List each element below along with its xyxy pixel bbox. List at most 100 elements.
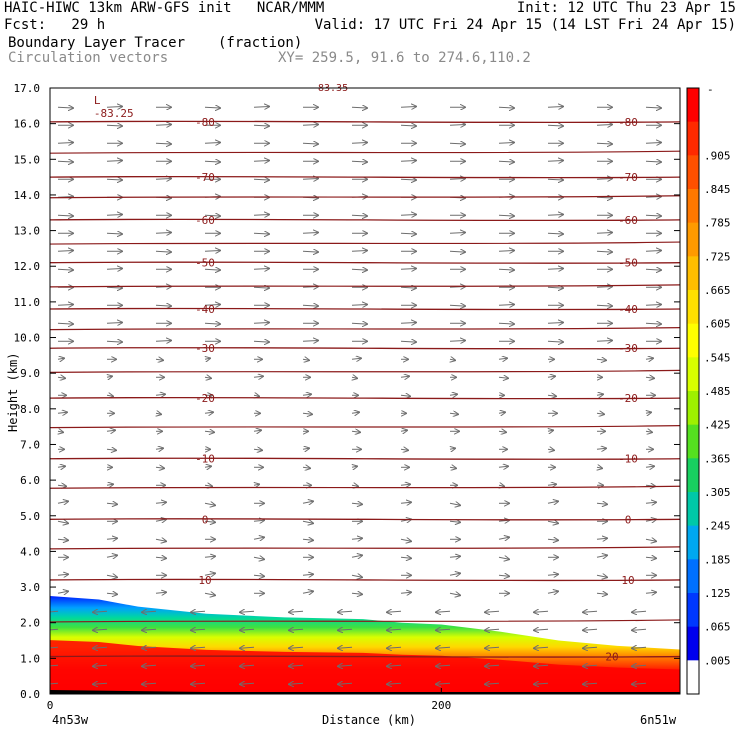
circulation-vector [240,665,255,666]
xy-endpoints: XY= 259.5, 91.6 to 274.6,110.2 [278,50,531,66]
colorbar-swatch [687,88,699,123]
circulation-vector [547,449,554,450]
circulation-vector [57,269,73,270]
circulation-vector [450,448,455,449]
circulation-vector [534,665,549,666]
circulation-vector [351,304,367,305]
circulation-vector [57,250,73,251]
init-time: Init: 12 UTC Thu 23 Apr 15 [516,0,736,16]
circulation-vector [632,611,647,612]
x-tick-label: 0 [47,699,54,712]
circulation-vector [547,341,563,342]
circulation-vector [302,394,311,395]
contour-label: -20 [195,392,215,405]
circulation-vector [50,682,59,685]
circulation-vector [142,683,157,684]
circulation-vector [205,358,210,359]
circulation-vector [106,341,122,342]
circulation-vector [547,160,563,161]
circulation-vector [583,611,598,612]
circulation-vector [191,683,206,684]
colorbar-swatch [687,525,699,560]
circulation-vector [253,575,264,576]
circulation-vector [50,610,59,613]
low-value: -83.25 [94,107,134,120]
circulation-vector [142,647,157,648]
circulation-vector [155,143,171,144]
circulation-vector [351,412,359,413]
colorbar-label: .425 [704,419,731,432]
colorbar-label: .185 [704,553,731,566]
x-axis-title: Distance (km) [322,713,416,727]
circulation-vector [485,611,500,612]
circulation-vector [645,107,661,108]
circulation-vector [449,124,465,125]
circulation-vector [547,268,563,269]
circulation-vector [387,683,402,684]
circulation-vector [596,178,612,179]
circulation-vector [289,611,304,612]
circulation-vector [547,539,558,540]
circulation-vector [583,683,598,684]
circulation-vector [449,178,465,179]
colorbar-swatch [687,492,699,527]
colorbar-label: .905 [704,149,731,162]
circulation-vector [106,538,117,539]
colorbar-label: .065 [704,621,731,634]
circulation-vector [57,142,73,143]
colorbar-swatch [687,458,699,493]
circulation-vector [155,178,171,179]
circulation-vector [253,557,264,559]
circulation-vector [155,592,166,593]
circulation-vector [204,269,220,270]
circulation-vector [387,647,402,648]
circulation-vector [645,250,661,251]
circulation-vector [254,395,259,396]
y-tick-label: 8.0 [20,403,40,416]
circulation-vector [106,179,122,180]
circulation-vector [449,143,465,144]
circulation-vector [645,161,661,162]
field-name: Boundary Layer Tracer [8,35,186,51]
circulation-vector [106,593,117,594]
circulation-vector [449,413,458,414]
colorbar-swatch [687,660,699,695]
y-tick-label: 0.0 [20,688,40,701]
circulation-vector [155,539,166,541]
circulation-vector [351,250,367,251]
circulation-vector [253,520,264,521]
low-marker: L [94,94,101,107]
circulation-vector [155,467,164,468]
temperature-contour [49,457,681,460]
circulation-vector [632,665,647,666]
colorbar-swatch [687,559,699,594]
circulation-vector [547,521,558,523]
circulation-vector [498,215,514,216]
circulation-vector [449,394,457,395]
circulation-vector [302,501,313,503]
circulation-vector [302,143,318,144]
circulation-vector [106,214,122,215]
circulation-vector [338,683,353,684]
circulation-vector [106,268,122,269]
circulation-vector [204,503,215,505]
circulation-vector [498,557,509,559]
circulation-vector [498,323,514,324]
circulation-vector [400,449,408,450]
circulation-vector [400,160,416,161]
circulation-vector [253,179,269,180]
colorbar-swatch [687,391,699,426]
circulation-vector [351,538,362,539]
circulation-vector [547,214,563,215]
contour-label: -50 [195,257,215,270]
circulation-vector [449,340,465,341]
y-tick-label: 4.0 [20,545,40,558]
circulation-vector [387,611,402,612]
circulation-vector [485,629,500,630]
circulation-vector [302,359,309,360]
circulation-vector [107,376,112,377]
circulation-vector [289,683,304,684]
circulation-vector [583,647,598,648]
y-tick-label: 5.0 [20,510,40,523]
